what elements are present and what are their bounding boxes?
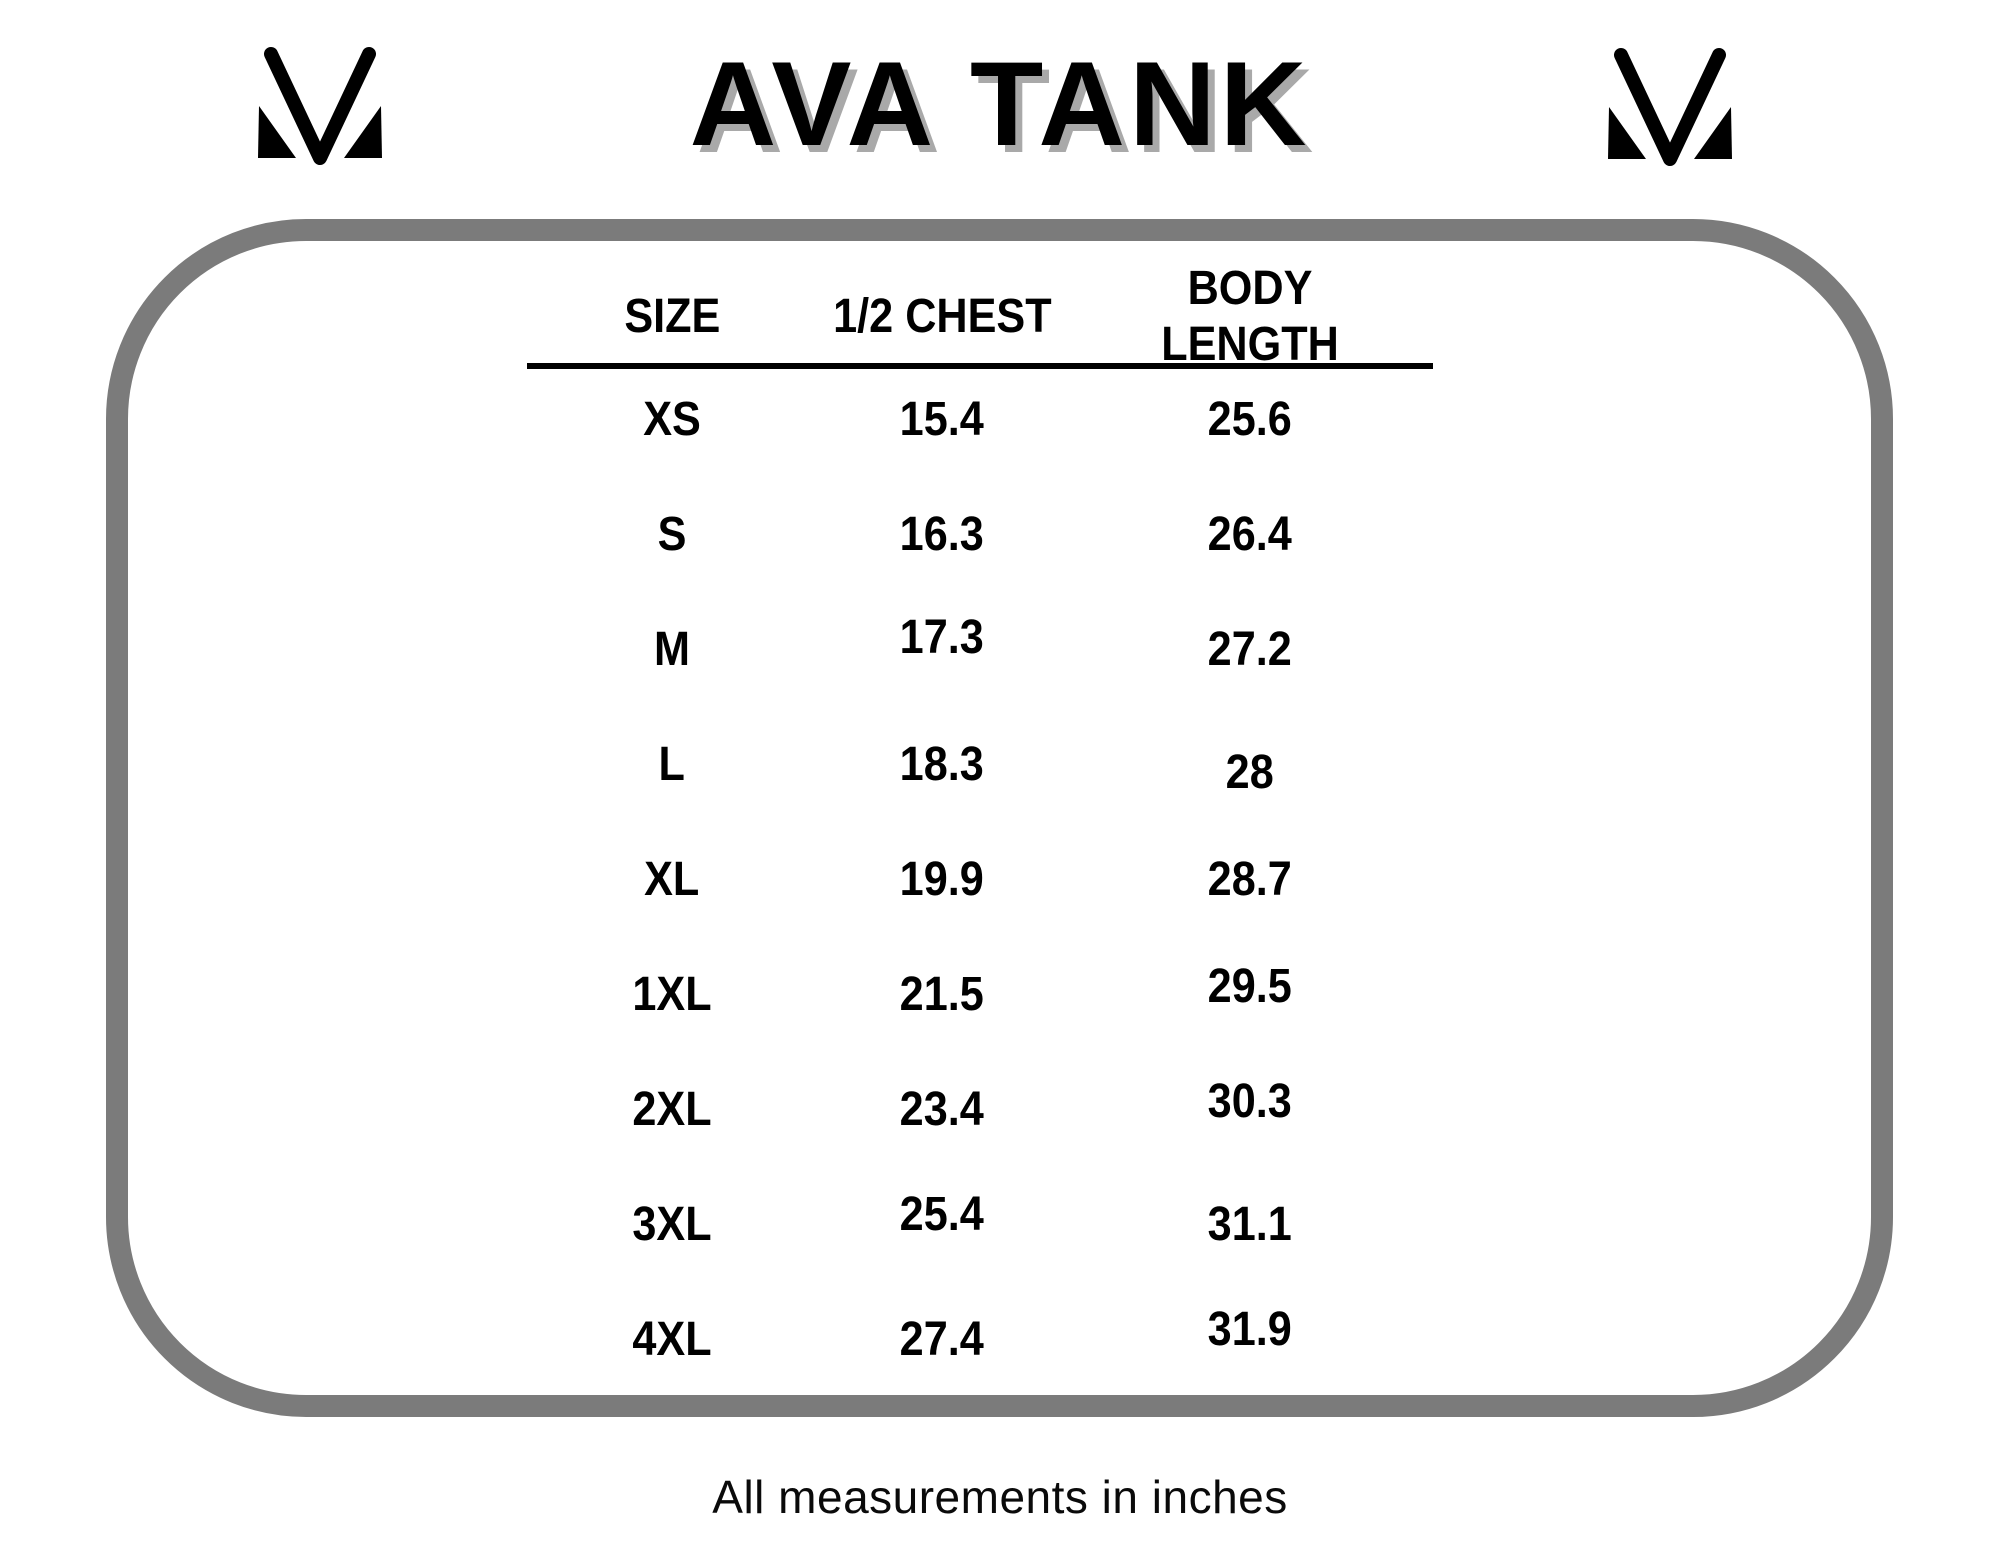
table-row: 4XL 27.4 31.9 bbox=[527, 1282, 1433, 1397]
table-row: XL 19.9 28.7 bbox=[527, 822, 1433, 937]
size-chart-frame bbox=[106, 219, 1893, 1417]
column-header-body-length: BODY LENGTH bbox=[1161, 262, 1339, 371]
body-length-cell: 25.6 bbox=[1207, 393, 1293, 446]
half-chest-cell: 19.9 bbox=[899, 853, 985, 906]
half-chest-cell: 18.3 bbox=[899, 738, 985, 791]
table-header-row: SIZE 1/2 CHEST BODY LENGTH bbox=[527, 262, 1433, 370]
size-cell: L bbox=[658, 738, 686, 791]
half-chest-cell: 15.4 bbox=[899, 393, 985, 446]
measurements-note: All measurements in inches bbox=[712, 1471, 1288, 1523]
brand-logo-right bbox=[1600, 47, 1740, 169]
mv-monogram-icon bbox=[1608, 48, 1732, 166]
table-row: 2XL 23.4 30.3 bbox=[527, 1052, 1433, 1167]
size-cell: 1XL bbox=[632, 968, 712, 1021]
body-length-cell: 28.7 bbox=[1207, 853, 1293, 906]
table-row: XS 15.4 25.6 bbox=[527, 362, 1433, 477]
table-row: M 17.3 27.2 bbox=[527, 592, 1433, 707]
column-header-size: SIZE bbox=[623, 289, 721, 343]
size-cell: 2XL bbox=[632, 1083, 712, 1136]
size-table: SIZE 1/2 CHEST BODY LENGTH XS 15.4 25.6 … bbox=[527, 262, 1433, 1397]
body-length-cell: 31.1 bbox=[1207, 1198, 1293, 1251]
half-chest-cell: 17.3 bbox=[899, 611, 985, 664]
body-length-cell: 30.3 bbox=[1207, 1075, 1293, 1128]
table-row: S 16.3 26.4 bbox=[527, 477, 1433, 592]
size-cell: M bbox=[653, 623, 690, 676]
half-chest-cell: 16.3 bbox=[899, 508, 985, 561]
size-cell: 3XL bbox=[632, 1198, 712, 1251]
body-length-cell: 26.4 bbox=[1207, 508, 1293, 561]
table-body: XS 15.4 25.6 S 16.3 26.4 M 17.3 27.2 L 1… bbox=[527, 362, 1433, 1397]
body-length-cell: 29.5 bbox=[1207, 960, 1293, 1013]
size-cell: XS bbox=[643, 393, 701, 446]
size-cell: S bbox=[657, 508, 687, 561]
brand-logo-left bbox=[250, 46, 390, 168]
table-row: 3XL 25.4 31.1 bbox=[527, 1167, 1433, 1282]
page-title: AVA TANK bbox=[689, 37, 1311, 171]
body-length-cell: 31.9 bbox=[1207, 1303, 1293, 1356]
half-chest-cell: 23.4 bbox=[899, 1083, 985, 1136]
half-chest-cell: 25.4 bbox=[899, 1188, 985, 1241]
size-cell: 4XL bbox=[632, 1313, 712, 1366]
half-chest-cell: 27.4 bbox=[899, 1313, 985, 1366]
table-row: L 18.3 28 bbox=[527, 707, 1433, 822]
half-chest-cell: 21.5 bbox=[899, 968, 985, 1021]
size-cell: XL bbox=[644, 853, 700, 906]
body-length-cell: 28 bbox=[1225, 746, 1275, 799]
column-header-half-chest: 1/2 CHEST bbox=[832, 289, 1052, 343]
header-divider-line bbox=[527, 363, 1433, 369]
body-length-cell: 27.2 bbox=[1207, 623, 1293, 676]
mv-monogram-icon bbox=[258, 47, 382, 165]
table-row: 1XL 21.5 29.5 bbox=[527, 937, 1433, 1052]
